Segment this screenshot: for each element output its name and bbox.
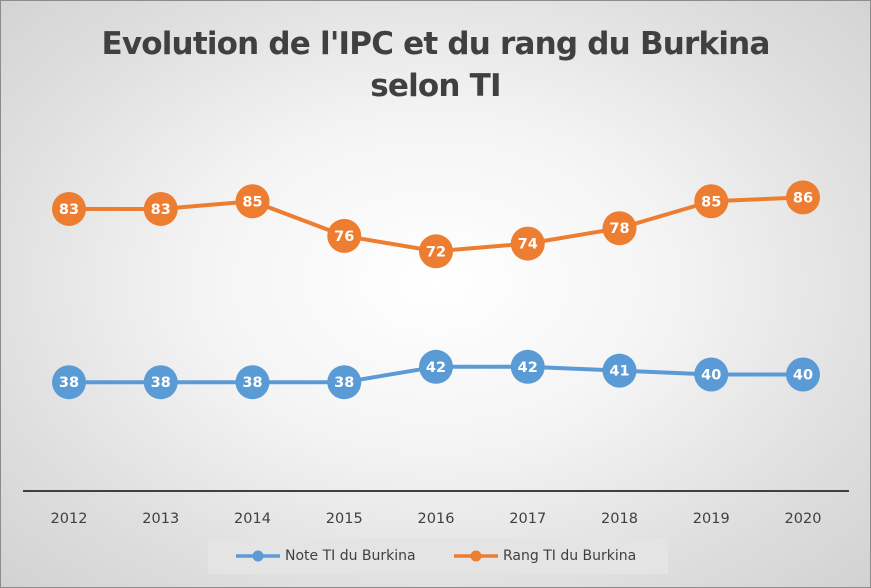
data-point-1-5[interactable] — [510, 226, 545, 261]
data-point-1-1[interactable] — [143, 191, 178, 226]
legend-item-rang[interactable]: Rang TI du Burkina — [452, 538, 636, 574]
x-tick-label-2020: 2020 — [785, 511, 822, 527]
data-point-1-0[interactable] — [52, 191, 86, 226]
data-label-1-7: 85 — [701, 194, 721, 210]
x-tick-label-2016: 2016 — [418, 511, 455, 527]
data-label-0-0: 38 — [59, 375, 79, 391]
x-tick-label-2014: 2014 — [234, 511, 271, 527]
data-point-1-2[interactable] — [235, 184, 270, 219]
legend-label-rang: Rang TI du Burkina — [503, 548, 637, 564]
x-tick-label-2015: 2015 — [326, 511, 363, 527]
chart-title-line-2: selon TI — [370, 68, 501, 104]
chart-title: Evolution de l'IPC et du rang du Burkina… — [1, 23, 870, 107]
data-label-0-3: 38 — [334, 375, 354, 391]
data-point-0-8[interactable] — [786, 357, 820, 392]
legend-item-note[interactable]: Note TI du Burkina — [234, 538, 416, 574]
data-point-0-2[interactable] — [235, 365, 270, 400]
data-label-0-8: 40 — [793, 368, 813, 384]
data-point-1-4[interactable] — [419, 234, 453, 269]
legend-line-marker-orange — [454, 550, 498, 562]
chart-title-line-1: Evolution de l'IPC et du rang du Burkina — [101, 26, 770, 62]
data-point-0-0[interactable] — [52, 365, 86, 400]
series-0: 38 38 38 38 42 42 41 40 40 — [52, 349, 820, 400]
data-point-0-7[interactable] — [694, 357, 729, 392]
legend-line-marker-blue — [236, 550, 280, 562]
data-label-0-2: 38 — [242, 375, 262, 391]
data-label-0-5: 42 — [518, 360, 538, 376]
data-point-1-3[interactable] — [327, 218, 362, 253]
x-tick-label-2018: 2018 — [601, 511, 638, 527]
data-label-0-6: 41 — [609, 364, 629, 380]
data-label-0-7: 40 — [701, 368, 721, 384]
data-label-1-2: 85 — [242, 194, 262, 210]
x-tick-label-2012: 2012 — [51, 511, 88, 527]
data-point-1-7[interactable] — [694, 184, 729, 219]
legend-label-note: Note TI du Burkina — [285, 548, 416, 564]
data-label-1-5: 74 — [518, 237, 538, 253]
x-tick-label-2017: 2017 — [509, 511, 546, 527]
data-label-1-1: 83 — [151, 202, 171, 218]
data-label-1-4: 72 — [426, 244, 446, 260]
data-label-1-3: 76 — [334, 229, 354, 245]
data-point-1-8[interactable] — [786, 180, 820, 215]
data-point-0-6[interactable] — [602, 353, 637, 388]
x-tick-label-2019: 2019 — [693, 511, 730, 527]
series-1: 83 83 85 76 72 74 78 85 86 — [52, 180, 820, 269]
data-label-1-8: 86 — [793, 190, 813, 206]
data-label-0-4: 42 — [426, 360, 446, 376]
data-point-0-4[interactable] — [419, 349, 453, 384]
data-point-1-6[interactable] — [602, 211, 637, 246]
data-point-0-1[interactable] — [143, 365, 178, 400]
data-label-0-1: 38 — [151, 375, 171, 391]
data-label-1-0: 83 — [59, 202, 79, 218]
data-point-0-5[interactable] — [510, 349, 545, 384]
x-tick-label-2013: 2013 — [142, 511, 179, 527]
data-label-1-6: 78 — [609, 221, 629, 237]
data-point-0-3[interactable] — [327, 365, 362, 400]
legend: Note TI du Burkina Rang TI du Burkina — [208, 538, 668, 574]
